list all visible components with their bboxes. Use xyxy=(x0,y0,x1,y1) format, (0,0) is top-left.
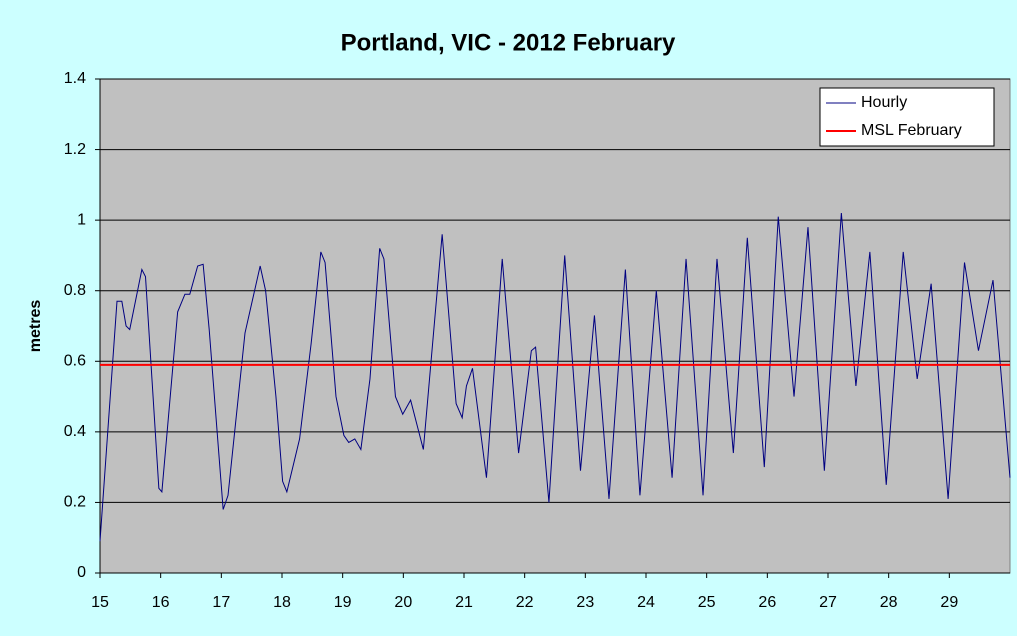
x-tick-label: 26 xyxy=(758,594,776,611)
x-tick-label: 19 xyxy=(334,594,352,611)
plot-area xyxy=(99,78,1011,574)
legend-box xyxy=(819,87,995,147)
x-tick-label: 16 xyxy=(152,594,170,611)
legend-label: MSL February xyxy=(861,122,962,139)
y-tick-label: 0.2 xyxy=(64,494,86,511)
x-tick-label: 20 xyxy=(394,594,412,611)
x-tick-label: 24 xyxy=(637,594,655,611)
x-tick-label: 21 xyxy=(455,594,473,611)
x-tick-label: 25 xyxy=(698,594,716,611)
y-tick-label: 1 xyxy=(77,211,86,228)
y-tick-label: 1.4 xyxy=(64,70,86,87)
y-tick-label: 0 xyxy=(77,564,86,581)
x-tick-label: 27 xyxy=(819,594,837,611)
y-axis-label: metres xyxy=(27,300,44,353)
x-tick-label: 22 xyxy=(516,594,534,611)
x-tick-label: 28 xyxy=(880,594,898,611)
series-line xyxy=(99,213,1011,542)
legend-label: Hourly xyxy=(861,94,907,111)
x-tick-label: 15 xyxy=(91,594,109,611)
chart-title: Portland, VIC - 2012 February xyxy=(341,29,676,56)
y-tick-label: 0.8 xyxy=(64,282,86,299)
x-tick-label: 23 xyxy=(576,594,594,611)
x-tick-label: 18 xyxy=(273,594,291,611)
x-tick-label: 29 xyxy=(940,594,958,611)
y-tick-label: 0.6 xyxy=(64,353,86,370)
x-tick-label: 17 xyxy=(212,594,230,611)
y-tick-label: 1.2 xyxy=(64,141,86,158)
y-tick-label: 0.4 xyxy=(64,423,86,440)
